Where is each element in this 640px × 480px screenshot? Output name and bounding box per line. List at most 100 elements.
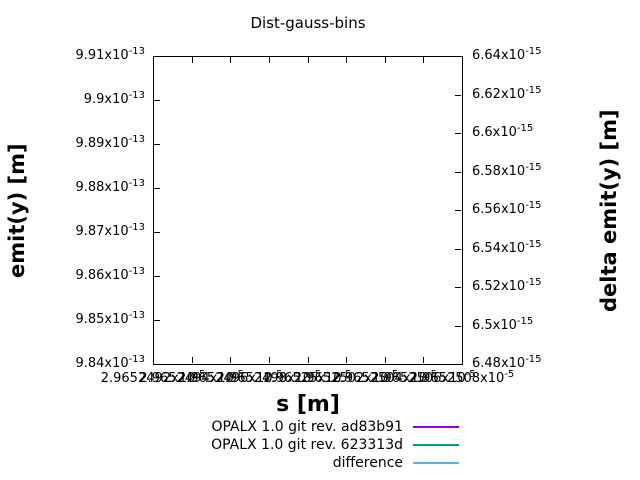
tick-mark [423, 57, 424, 63]
tick-mark [269, 57, 270, 63]
y-left-tick-label: 9.88x10-13 [75, 178, 145, 195]
legend-label: difference [332, 455, 403, 471]
tick-mark [154, 188, 160, 189]
y-right-tick-label: 6.56x10-15 [472, 200, 542, 217]
tick-mark [455, 210, 461, 211]
tick-mark [455, 172, 461, 173]
y-axis-label-right: delta emit(y) [m] [597, 109, 621, 312]
legend-line-swatch [413, 462, 459, 464]
exponent: -5 [311, 369, 322, 380]
tick-mark [308, 57, 309, 63]
exponent: -5 [427, 369, 438, 380]
tick-mark [192, 57, 193, 63]
tick-mark [455, 95, 461, 96]
tick-mark [154, 320, 160, 321]
tick-mark [230, 57, 231, 63]
x-tick-label: 2.9652492x10-5 [100, 369, 206, 386]
plot-area [153, 56, 463, 365]
exponent: -15 [525, 277, 542, 288]
tick-mark [385, 57, 386, 63]
tick-mark [455, 287, 461, 288]
tick-mark [346, 357, 347, 363]
tick-mark [154, 232, 160, 233]
exponent: -5 [233, 369, 244, 380]
y-right-tick-label: 6.48x10-15 [472, 354, 542, 371]
tick-mark [455, 249, 461, 250]
y-right-tick-label: 6.64x10-15 [472, 46, 542, 63]
tick-mark [192, 357, 193, 363]
x-tick-label: 2.9652508x10-5 [409, 369, 515, 386]
y-right-tick-label: 6.5x10-15 [472, 315, 534, 333]
y-right-tick-label: 6.62x10-15 [472, 84, 542, 102]
y-left-tick-label: 9.86x10-13 [75, 266, 145, 283]
exponent: -5 [272, 369, 283, 380]
legend-label: OPALX 1.0 git rev. ad83b91 [211, 419, 403, 435]
tick-mark [153, 57, 154, 63]
exponent: -15 [525, 200, 542, 211]
tick-mark [154, 56, 160, 57]
y-right-tick-label: 6.52x10-15 [472, 277, 542, 294]
x-axis-label: s [m] [276, 392, 340, 417]
legend-item: OPALX 1.0 git rev. 623313d [0, 436, 640, 454]
exponent: -5 [195, 369, 206, 380]
legend-item: difference [0, 454, 640, 472]
exponent: -15 [525, 161, 542, 173]
y-right-tick-label: 6.54x10-15 [472, 238, 542, 256]
exponent: -5 [504, 369, 515, 380]
x-tick-label: 2.9652498x10-5 [216, 369, 322, 386]
exponent: -15 [525, 238, 542, 250]
tick-mark [154, 144, 160, 145]
exponent: -13 [128, 266, 145, 277]
x-tick-label: 2.9652502x10-5 [293, 369, 399, 386]
y-left-tick-label: 9.9x10-13 [83, 90, 145, 107]
tick-mark [154, 364, 160, 365]
exponent: -5 [388, 369, 399, 380]
y-left-tick-label: 9.89x10-13 [75, 134, 145, 151]
tick-mark [308, 357, 309, 363]
tick-mark [154, 100, 160, 101]
exponent: -15 [525, 46, 542, 57]
y-left-tick-label: 9.85x10-13 [75, 310, 145, 327]
exponent: -15 [525, 84, 542, 96]
tick-mark [346, 57, 347, 63]
exponent: -13 [128, 178, 145, 189]
exponent: -5 [341, 369, 352, 380]
exponent: -15 [525, 354, 542, 365]
tick-mark [154, 276, 160, 277]
x-tick-label: 2.9652494x10-5 [139, 369, 244, 386]
y-left-tick-label: 9.84x10-13 [75, 354, 145, 371]
y-left-tick-label: 9.87x10-13 [75, 222, 145, 239]
tick-mark [455, 133, 461, 134]
tick-mark [230, 357, 231, 363]
x-tick-label: 2.9652496x10-5 [177, 369, 283, 386]
tick-mark [455, 326, 461, 327]
tick-mark [385, 357, 386, 363]
x-tick-label: 2.9652506x10-5 [371, 369, 476, 386]
exponent: -13 [128, 354, 145, 365]
exponent: -13 [128, 90, 145, 101]
legend-item: OPALX 1.0 git rev. ad83b91 [0, 418, 640, 436]
chart-title: Dist-gauss-bins [250, 14, 366, 32]
legend: OPALX 1.0 git rev. ad83b91 OPALX 1.0 git… [0, 418, 640, 472]
exponent: -5 [465, 369, 476, 380]
legend-line-swatch [413, 426, 459, 428]
legend-label: OPALX 1.0 git rev. 623313d [211, 437, 403, 453]
y-right-tick-label: 6.58x10-15 [472, 161, 542, 179]
exponent: -15 [516, 123, 534, 134]
y-left-tick-label: 9.91x10-13 [75, 46, 145, 63]
tick-mark [455, 56, 461, 57]
tick-mark [462, 57, 463, 63]
tick-mark [455, 364, 461, 365]
y-right-tick-label: 6.6x10-15 [472, 123, 534, 140]
exponent: -13 [128, 46, 145, 57]
x-tick-label: 2.9652504x10-5 [332, 369, 438, 386]
exponent: -13 [128, 310, 145, 321]
exponent: -13 [128, 222, 145, 233]
tick-mark [269, 357, 270, 363]
exponent: -15 [516, 315, 534, 327]
x-tick-label: 2.96525x10-5 [263, 369, 352, 386]
y-axis-label-left: emit(y) [m] [5, 143, 29, 278]
tick-mark [462, 357, 463, 363]
tick-mark [423, 357, 424, 363]
